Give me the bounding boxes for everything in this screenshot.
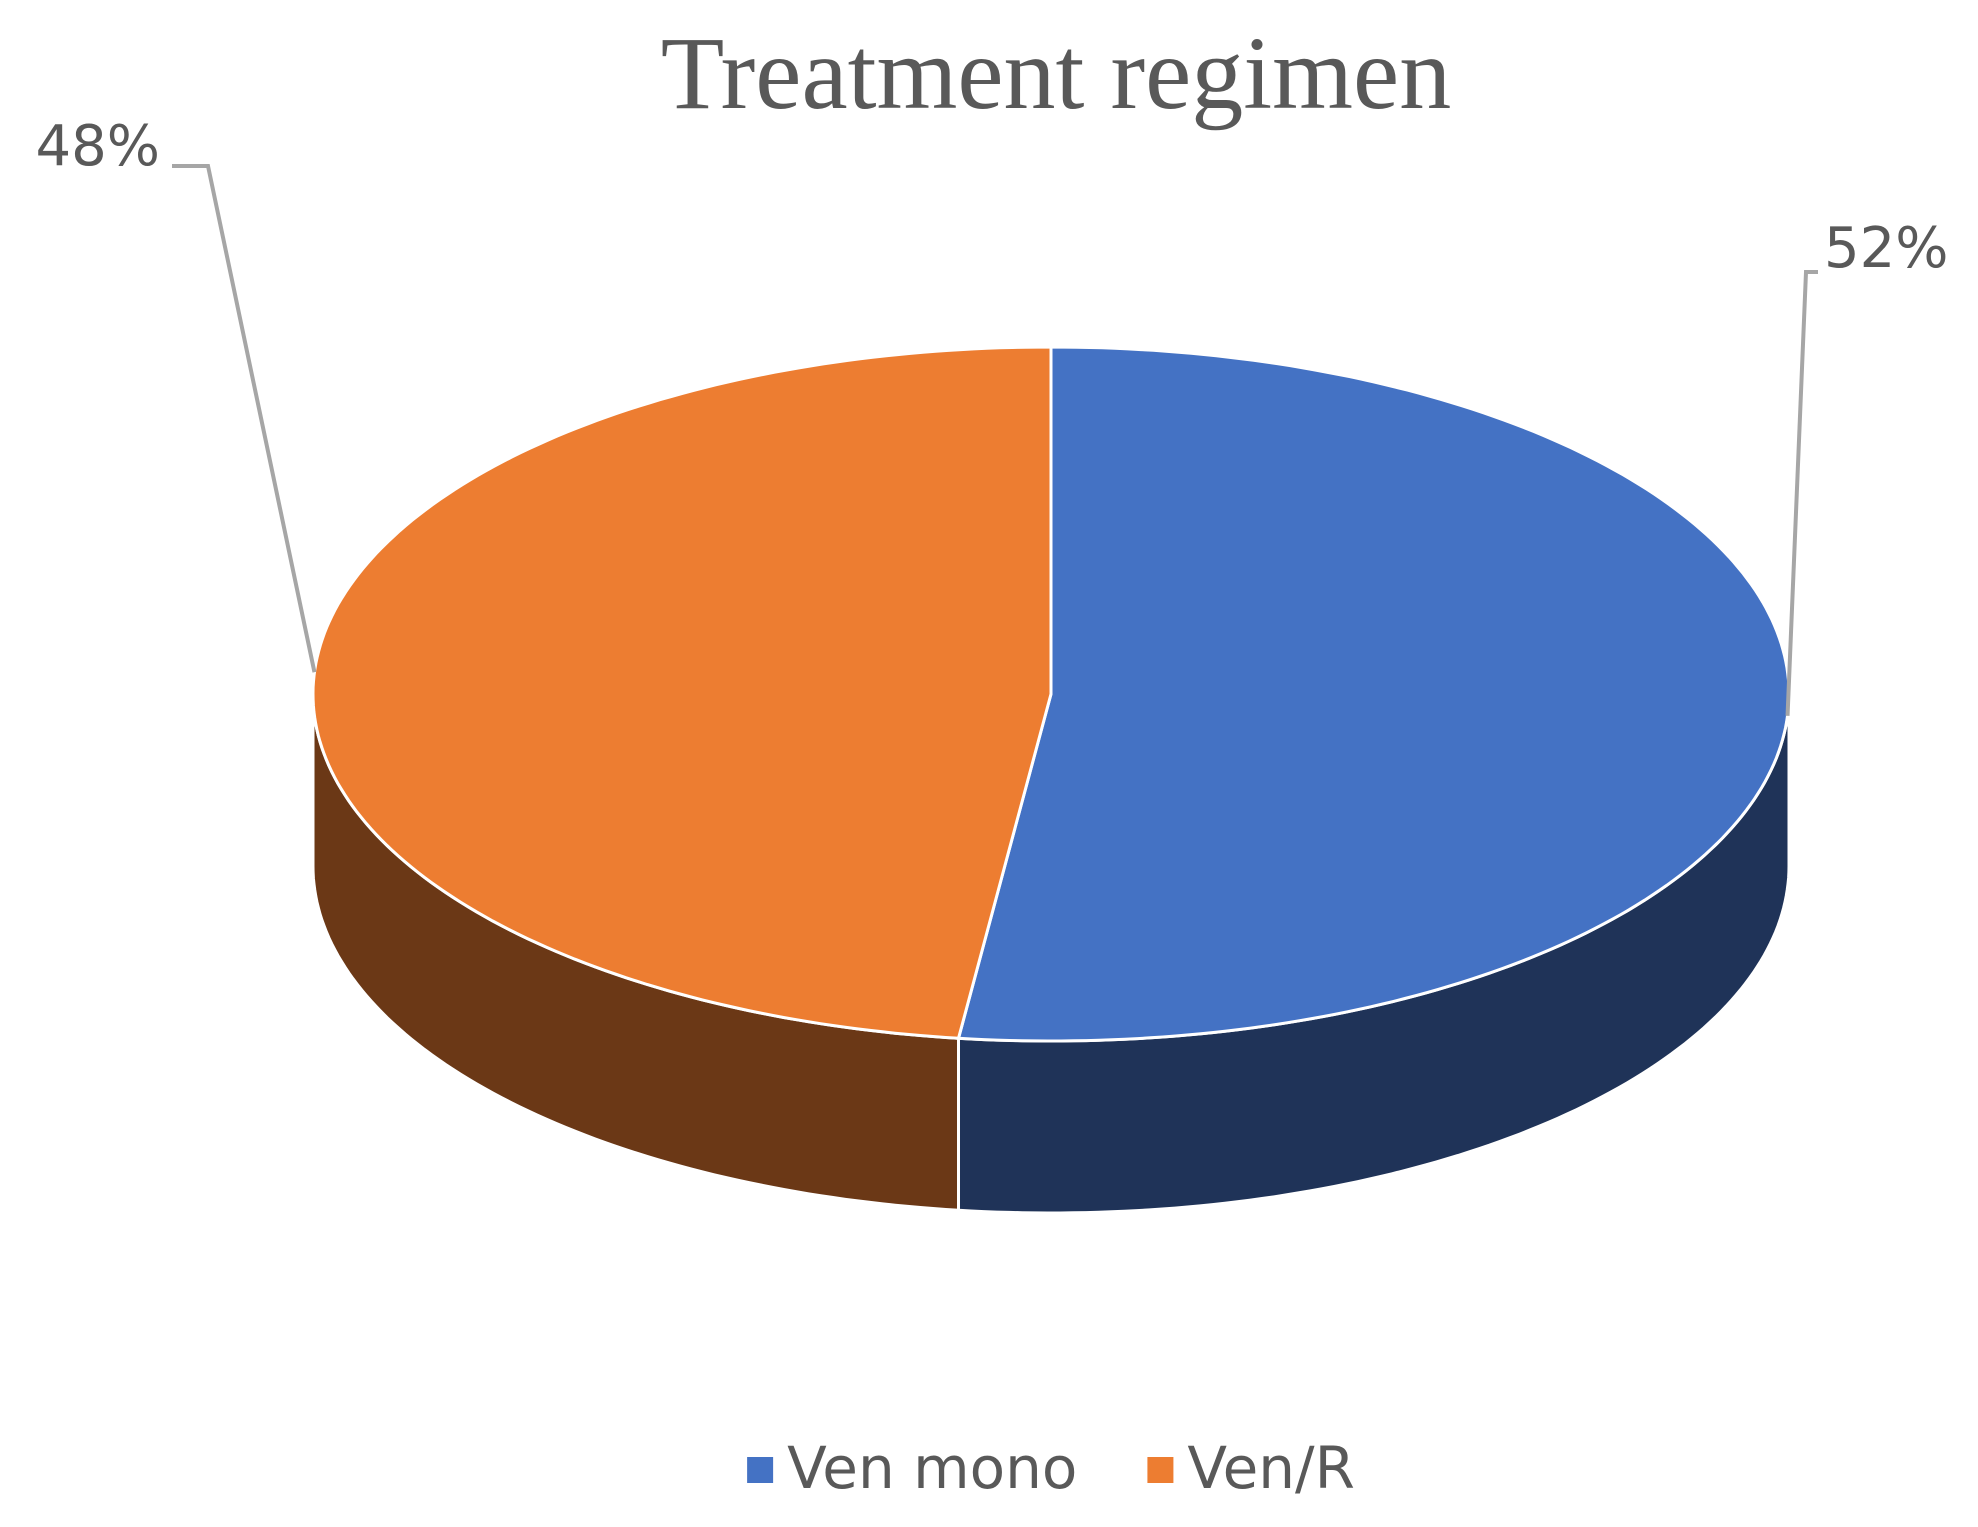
chart-title: Treatment regimen xyxy=(661,16,1451,131)
legend-label: Ven/R xyxy=(1187,1434,1354,1502)
leader-line xyxy=(1785,270,1818,716)
legend-swatch xyxy=(747,1457,774,1483)
legend-swatch xyxy=(1147,1457,1174,1483)
data-label: 48% xyxy=(36,114,160,179)
leader-line xyxy=(172,164,317,673)
data-label: 52% xyxy=(1824,216,1948,281)
slice xyxy=(956,345,1791,1043)
legend-label: Ven mono xyxy=(787,1434,1077,1502)
